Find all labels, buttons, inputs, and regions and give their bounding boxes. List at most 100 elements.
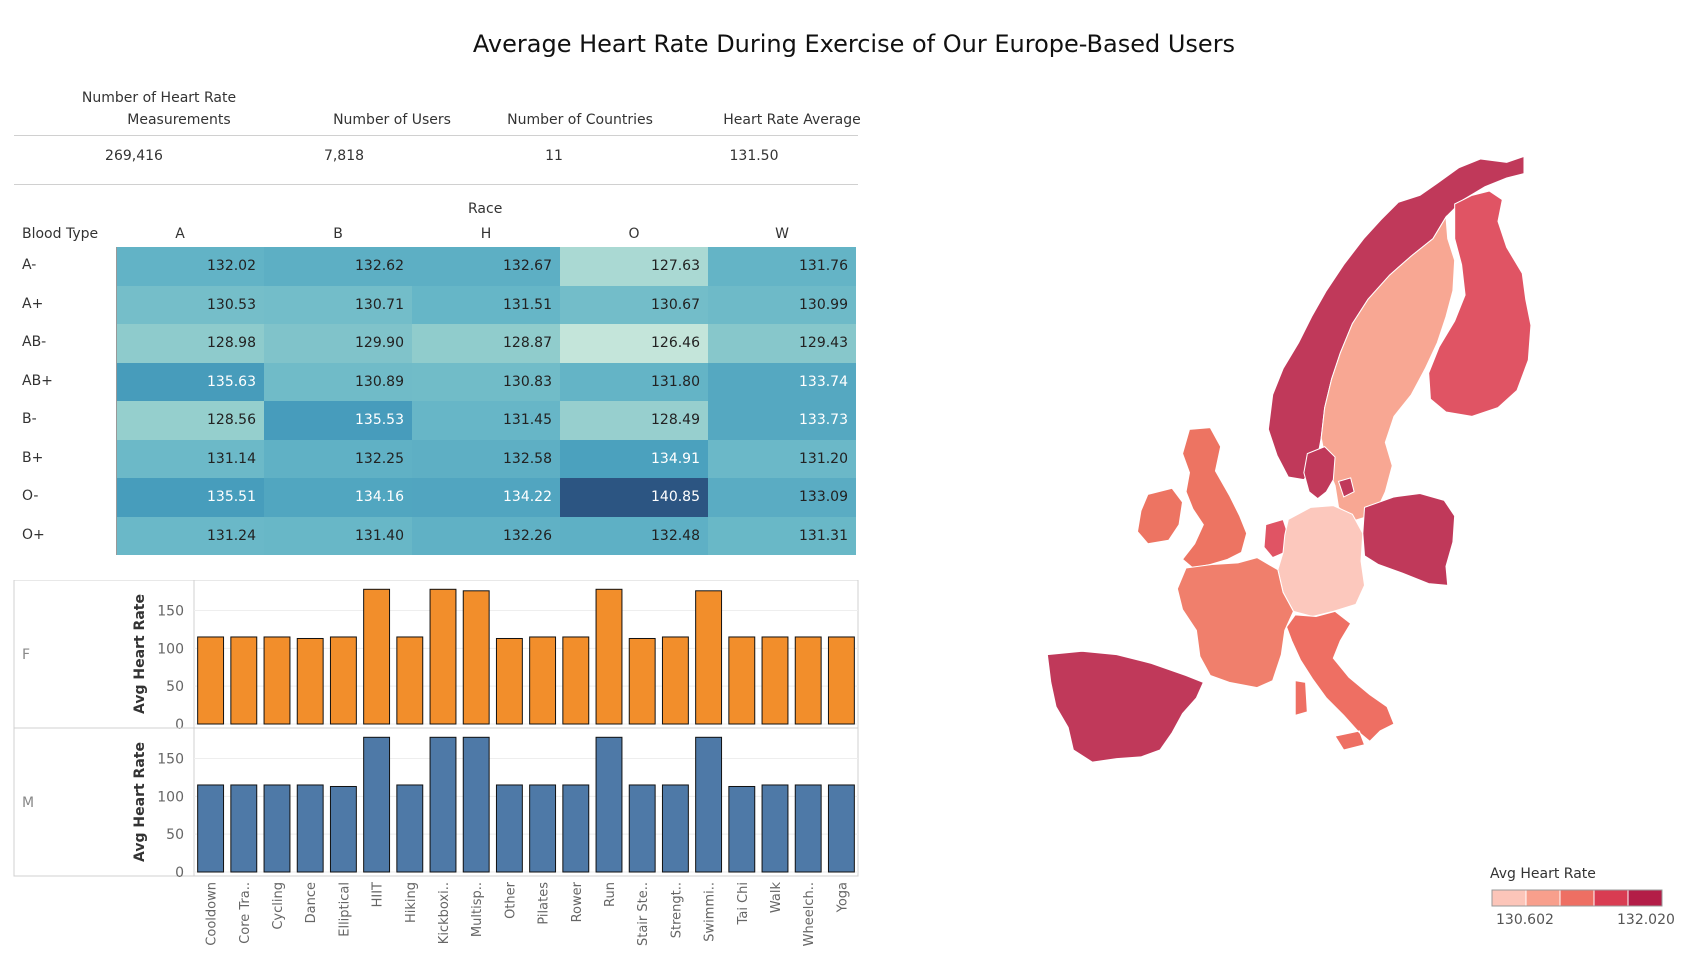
bar-category-label: Yoga bbox=[835, 882, 850, 913]
bar-M-1 bbox=[230, 784, 258, 873]
bar-F-8 bbox=[462, 590, 490, 725]
heatmap-cell: 131.80 bbox=[560, 362, 708, 401]
bar-y-tick-label: 100 bbox=[157, 641, 184, 657]
kpi-header-measurements: Number of Heart Rate Measurements bbox=[44, 87, 274, 131]
heatmap-cell: 127.63 bbox=[560, 247, 708, 286]
bar-F-12 bbox=[595, 588, 623, 725]
bar-category-label: Walk bbox=[769, 882, 784, 914]
europe-map bbox=[1046, 155, 1532, 763]
activity-bar-chart: F Avg Heart Rate 0 50 100 150 M Avg Heart Rate 0… bbox=[13, 580, 859, 946]
heatmap-cell: 134.22 bbox=[412, 478, 560, 517]
heatmap-cell: 131.31 bbox=[708, 516, 856, 555]
kpi-value-users: 7,818 bbox=[323, 148, 365, 164]
bar-category-label: Other bbox=[503, 881, 518, 919]
dashboard-title: Average Heart Rate During Exercise of Ou… bbox=[472, 30, 1236, 58]
bar-M-4 bbox=[329, 785, 357, 873]
map-region-united-kingdom[interactable] bbox=[1181, 427, 1248, 569]
bar-M-3 bbox=[296, 784, 324, 873]
map-region-finland[interactable] bbox=[1428, 190, 1532, 417]
map-region-denmark[interactable] bbox=[1303, 446, 1355, 500]
bar-y-tick-label: 100 bbox=[157, 789, 184, 805]
bar-M-7 bbox=[429, 736, 457, 873]
heatmap-cell: 132.58 bbox=[412, 439, 560, 478]
heatmap-cell: 128.49 bbox=[560, 401, 708, 440]
heatmap-row-label: AB- bbox=[22, 334, 47, 350]
bar-F-3 bbox=[296, 637, 324, 725]
bar-y-tick-label: 0 bbox=[175, 865, 184, 881]
heatmap-column-label: B bbox=[333, 226, 343, 242]
heatmap-cell: 132.25 bbox=[264, 439, 412, 478]
bar-category-label: Tai Chi bbox=[736, 882, 751, 925]
bar-M-13 bbox=[628, 784, 656, 873]
bar-F-19 bbox=[827, 636, 855, 725]
map-region-poland[interactable] bbox=[1362, 492, 1456, 586]
heatmap-cell: 130.99 bbox=[708, 285, 856, 324]
bar-F-7 bbox=[429, 588, 457, 725]
legend-max-value: 132.020 bbox=[1617, 912, 1675, 928]
bar-F-0 bbox=[197, 636, 225, 725]
map-region-spain[interactable] bbox=[1046, 650, 1205, 763]
heatmap-cell: 128.87 bbox=[412, 324, 560, 363]
bar-y-tick-label: 0 bbox=[175, 717, 184, 733]
heatmap-column-label: W bbox=[775, 226, 789, 242]
heatmap-cell: 132.62 bbox=[264, 247, 412, 286]
bar-panel-label: M bbox=[22, 795, 34, 811]
map-region-france[interactable] bbox=[1176, 557, 1295, 689]
bar-F-1 bbox=[230, 636, 258, 725]
heatmap-cell: 128.56 bbox=[116, 401, 264, 440]
heatmap-cell: 134.91 bbox=[560, 439, 708, 478]
kpi-header-line1: Number of Heart Rate bbox=[81, 90, 237, 106]
heatmap-cell: 128.98 bbox=[116, 324, 264, 363]
bar-M-9 bbox=[495, 784, 523, 873]
bar-F-9 bbox=[495, 637, 523, 725]
bar-M-12 bbox=[595, 736, 623, 873]
bar-F-6 bbox=[396, 636, 424, 725]
heatmap-cell: 130.89 bbox=[264, 362, 412, 401]
bar-M-5 bbox=[363, 736, 391, 873]
heatmap-race-title: Race bbox=[468, 201, 503, 217]
kpi-header-row: Number of Heart Rate Measurements Number… bbox=[14, 87, 861, 136]
heatmap-cell: 126.46 bbox=[560, 324, 708, 363]
heatmap-column-label: H bbox=[480, 226, 492, 242]
bar-category-label: Rower bbox=[570, 881, 585, 922]
heatmap-cell: 130.67 bbox=[560, 285, 708, 324]
bar-y-tick-label: 50 bbox=[166, 679, 184, 695]
bar-F-14 bbox=[661, 636, 689, 725]
heatmap-column-label: A bbox=[175, 226, 185, 242]
bar-category-label: Stair Ste.. bbox=[636, 882, 651, 946]
bar-category-label: HIIT bbox=[371, 882, 386, 907]
heatmap-cell: 133.74 bbox=[708, 362, 856, 401]
legend-swatch bbox=[1491, 889, 1527, 907]
map-region-ireland[interactable] bbox=[1136, 487, 1184, 545]
bar-category-label: Pilates bbox=[537, 882, 552, 925]
kpi-header-line2: Measurements bbox=[127, 112, 231, 128]
kpi-value-countries: 11 bbox=[545, 148, 563, 164]
map-region-italy[interactable] bbox=[1285, 610, 1395, 751]
bar-M-2 bbox=[263, 784, 291, 873]
bar-F-18 bbox=[794, 636, 822, 725]
legend-swatch bbox=[1525, 889, 1561, 907]
heatmap-cell: 132.67 bbox=[412, 247, 560, 286]
heatmap-cell: 131.14 bbox=[116, 439, 264, 478]
kpi-header-users: Number of Users bbox=[333, 112, 451, 128]
heatmap-cell: 131.24 bbox=[116, 516, 264, 555]
bar-M-0 bbox=[197, 784, 225, 873]
heatmap-cell: 131.76 bbox=[708, 247, 856, 286]
bar-y-tick-label: 150 bbox=[157, 751, 184, 767]
heatmap-cell: 131.45 bbox=[412, 401, 560, 440]
legend-min-value: 130.602 bbox=[1496, 912, 1554, 928]
bar-category-label: Elliptical bbox=[337, 882, 352, 937]
bar-M-8 bbox=[462, 736, 490, 873]
legend-swatch bbox=[1559, 889, 1595, 907]
heatmap-cell: 132.48 bbox=[560, 516, 708, 555]
heatmap-column-label: O bbox=[628, 226, 640, 242]
bar-M-10 bbox=[529, 784, 557, 873]
heatmap-row-label: A- bbox=[22, 257, 37, 273]
bar-F-13 bbox=[628, 637, 656, 725]
heatmap-cell: 129.43 bbox=[708, 324, 856, 363]
bar-M-14 bbox=[661, 784, 689, 873]
bar-y-tick-label: 150 bbox=[157, 603, 184, 619]
heatmap-cell: 135.53 bbox=[264, 401, 412, 440]
map-region-germany[interactable] bbox=[1277, 505, 1366, 618]
heatmap-cell: 131.20 bbox=[708, 439, 856, 478]
